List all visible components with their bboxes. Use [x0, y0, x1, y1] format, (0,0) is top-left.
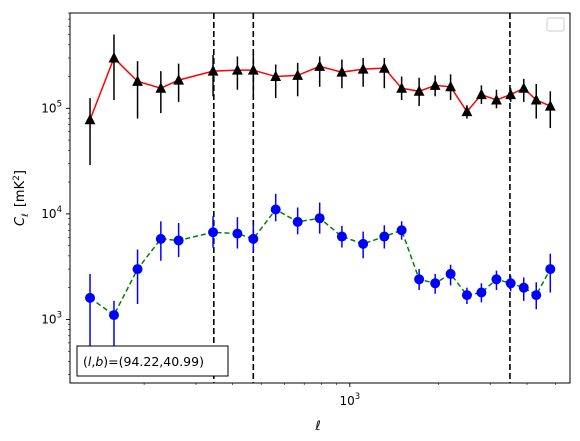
triangle-marker: [270, 70, 282, 82]
triangle-marker: [314, 60, 326, 71]
triangle-marker: [173, 74, 185, 85]
circle-marker: [545, 264, 556, 275]
circle-marker: [270, 204, 281, 215]
circle-marker: [518, 282, 529, 293]
triangle-marker: [429, 79, 441, 90]
circle-marker: [445, 268, 456, 279]
series-triangles: [84, 34, 556, 166]
triangle-marker: [530, 93, 542, 105]
circle-marker: [414, 274, 425, 285]
circle-marker: [476, 287, 487, 298]
triangle-marker: [108, 51, 120, 63]
triangle-marker: [247, 64, 259, 75]
triangle-marker: [491, 93, 502, 105]
circle-marker: [173, 235, 184, 246]
circle-marker: [232, 228, 243, 239]
circle-marker: [358, 238, 369, 249]
triangle-marker: [396, 82, 408, 93]
circle-marker: [430, 278, 441, 289]
circle-marker: [396, 225, 407, 236]
triangle-marker: [357, 63, 369, 74]
circle-marker: [491, 274, 502, 285]
annotation-box: [76, 345, 229, 377]
triangle-marker: [518, 82, 530, 93]
y-tick-label: 104: [41, 205, 62, 221]
circle-marker: [292, 216, 303, 227]
y-tick-label: 105: [41, 99, 62, 115]
annotation-text: (l,b)=(94.22,40.99): [83, 354, 204, 369]
coordinate-annotation: (l,b)=(94.22,40.99): [76, 345, 229, 377]
circle-marker: [132, 264, 143, 275]
triangle-marker: [84, 113, 96, 125]
triangle-marker: [132, 75, 143, 86]
triangle-marker: [378, 62, 390, 73]
series-circles: [85, 193, 556, 347]
triangle-marker: [505, 88, 517, 100]
triangle-marker: [461, 105, 473, 117]
triangle-marker: [155, 82, 167, 93]
y-tick-label: 103: [41, 310, 62, 326]
x-axis-label: ℓ: [314, 419, 320, 434]
circle-marker: [336, 231, 347, 242]
triangle-marker: [336, 66, 348, 77]
circle-marker: [505, 278, 516, 289]
triangle-marker: [544, 100, 556, 111]
circle-marker: [208, 227, 219, 238]
y-axis-label: Cℓ[mK2]: [12, 170, 31, 226]
circle-marker: [461, 290, 472, 301]
circle-marker: [155, 233, 166, 244]
circle-marker: [108, 310, 119, 321]
x-tick-label: 103: [339, 392, 360, 408]
circle-marker: [314, 213, 325, 224]
triangle-marker: [445, 80, 456, 92]
legend-box: [546, 17, 565, 32]
circle-marker: [85, 292, 96, 303]
circle-marker: [531, 290, 542, 301]
circle-marker: [379, 231, 390, 242]
triangle-marker: [232, 64, 243, 75]
plot-area-frame: [69, 12, 571, 384]
triangle-marker: [413, 85, 425, 96]
triangle-marker: [207, 65, 219, 76]
triangle-marker: [292, 69, 304, 80]
triangle-marker: [476, 88, 487, 100]
circle-marker: [248, 233, 259, 244]
